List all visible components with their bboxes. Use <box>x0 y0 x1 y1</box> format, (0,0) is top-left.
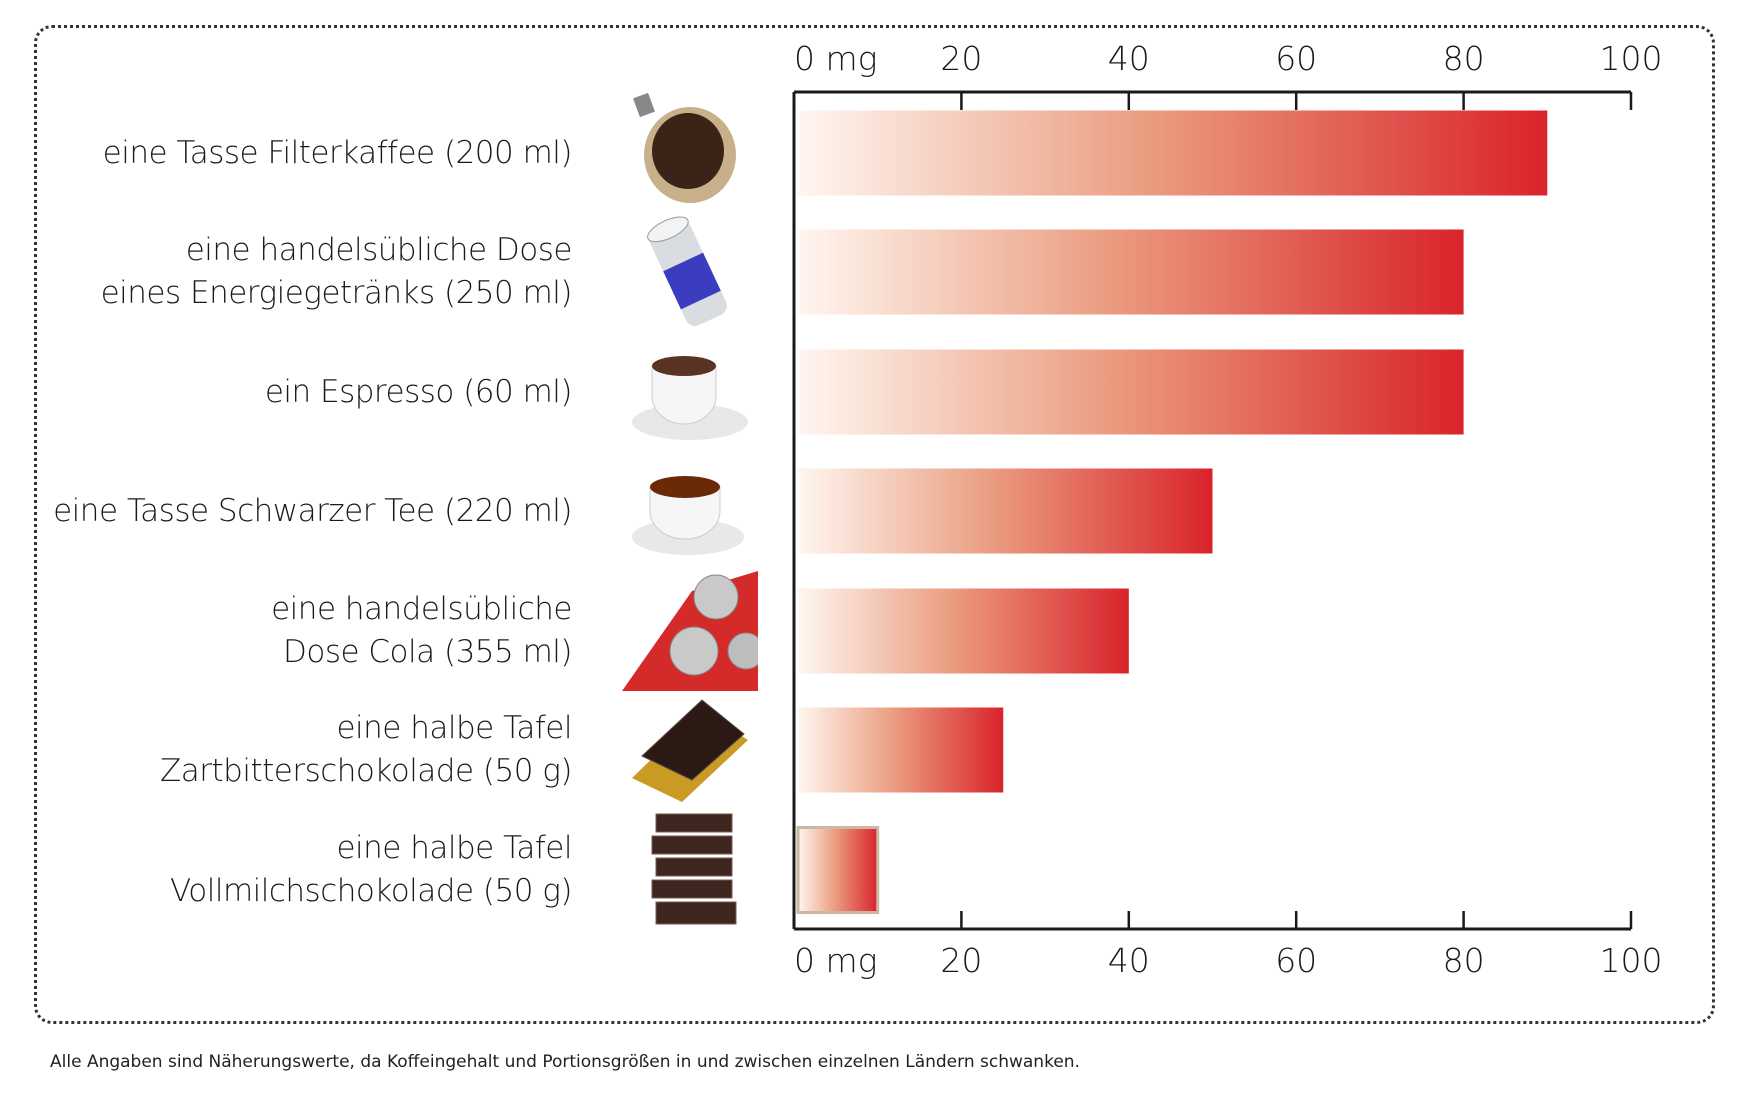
category-label-line: eines Energiegetränks (250 ml) <box>100 275 573 311</box>
dark-chocolate-icon <box>622 690 758 810</box>
category-label-line: eine Tasse Schwarzer Tee (220 ml) <box>53 492 572 529</box>
category-label-line: eine Tasse Filterkaffee (200 ml) <box>102 134 573 171</box>
black-tea-cup-icon <box>622 451 758 571</box>
category-label: eine halbe Tafel Vollmilchschokolade (50 … <box>169 827 573 913</box>
category-label-line: eine halbe Tafel <box>336 830 572 866</box>
category-label: eine handelsübliche Dose eines Energieget… <box>100 229 573 315</box>
chart-frame <box>34 25 1715 1024</box>
category-label-line: eine handelsübliche <box>271 591 572 627</box>
category-label: eine Tasse Schwarzer Tee (220 ml) <box>53 490 572 533</box>
category-label-line: ein Espresso (60 ml) <box>264 373 573 410</box>
category-label-line: Dose Cola (355 ml) <box>282 634 573 670</box>
category-label-line: eine handelsübliche Dose <box>185 232 573 268</box>
category-label-line: Zartbitterschokolade (50 g) <box>160 753 572 789</box>
category-label: eine halbe Tafel Zartbitterschokolade (50… <box>160 707 572 793</box>
category-label: eine Tasse Filterkaffee (200 ml) <box>102 132 573 175</box>
footnote: Alle Angaben sind Näherungswerte, da Kof… <box>50 1052 1080 1072</box>
cola-cans-icon <box>622 571 765 691</box>
filter-coffee-icon <box>622 92 758 213</box>
energy-drink-can-icon <box>622 212 758 332</box>
category-label-line: eine halbe Tafel <box>336 710 572 746</box>
milk-chocolate-icon <box>622 810 758 930</box>
category-label: eine handelsübliche Dose Cola (355 ml) <box>271 588 572 674</box>
category-label-line: Vollmilchschokolade (50 g) <box>169 873 573 909</box>
category-label: ein Espresso (60 ml) <box>264 371 573 414</box>
espresso-cup-icon <box>622 332 758 452</box>
